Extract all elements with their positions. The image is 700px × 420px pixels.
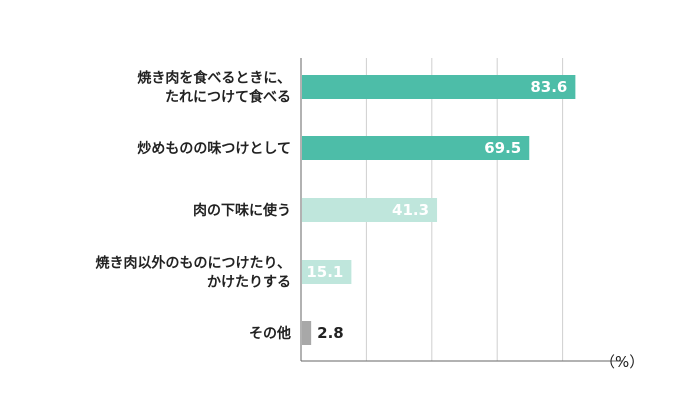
bar-2 [302,198,438,222]
value-label-4: 2.8 [317,324,344,342]
bar-0 [302,75,576,99]
value-label-1: 69.5 [484,139,521,157]
category-label-line: 炒めものの味つけとして [137,141,291,157]
category-label-0: 焼き肉を食べるときに、たれにつけて食べる [137,70,291,106]
bar-3 [302,260,352,284]
category-label-2: 肉の下味に使う [193,202,291,219]
category-label-line: 焼き肉を食べるときに、 [137,70,291,87]
value-label-3: 15.1 [306,263,343,281]
category-label-line: かけたりする [207,275,291,291]
category-label-line: 焼き肉以外のものにつけたり、 [96,255,291,272]
value-label-2: 41.3 [392,201,429,219]
category-label-4: その他 [249,325,291,342]
bar-4 [302,321,312,345]
category-label-line: 肉の下味に使う [193,202,291,219]
bar-layer [302,75,576,345]
category-label-line: その他 [249,325,291,342]
category-label-1: 炒めものの味つけとして [137,141,291,157]
value-label-0: 83.6 [530,78,567,96]
category-label-line: たれにつけて食べる [165,89,291,106]
bar-1 [302,136,530,160]
label-layer: 83.6 焼き肉を食べるときに、たれにつけて食べる 69.5 炒めものの味つけとして 4… [96,70,568,343]
category-label-3: 焼き肉以外のものにつけたり、かけたりする [96,255,291,291]
unit-label: （%） [600,353,644,371]
